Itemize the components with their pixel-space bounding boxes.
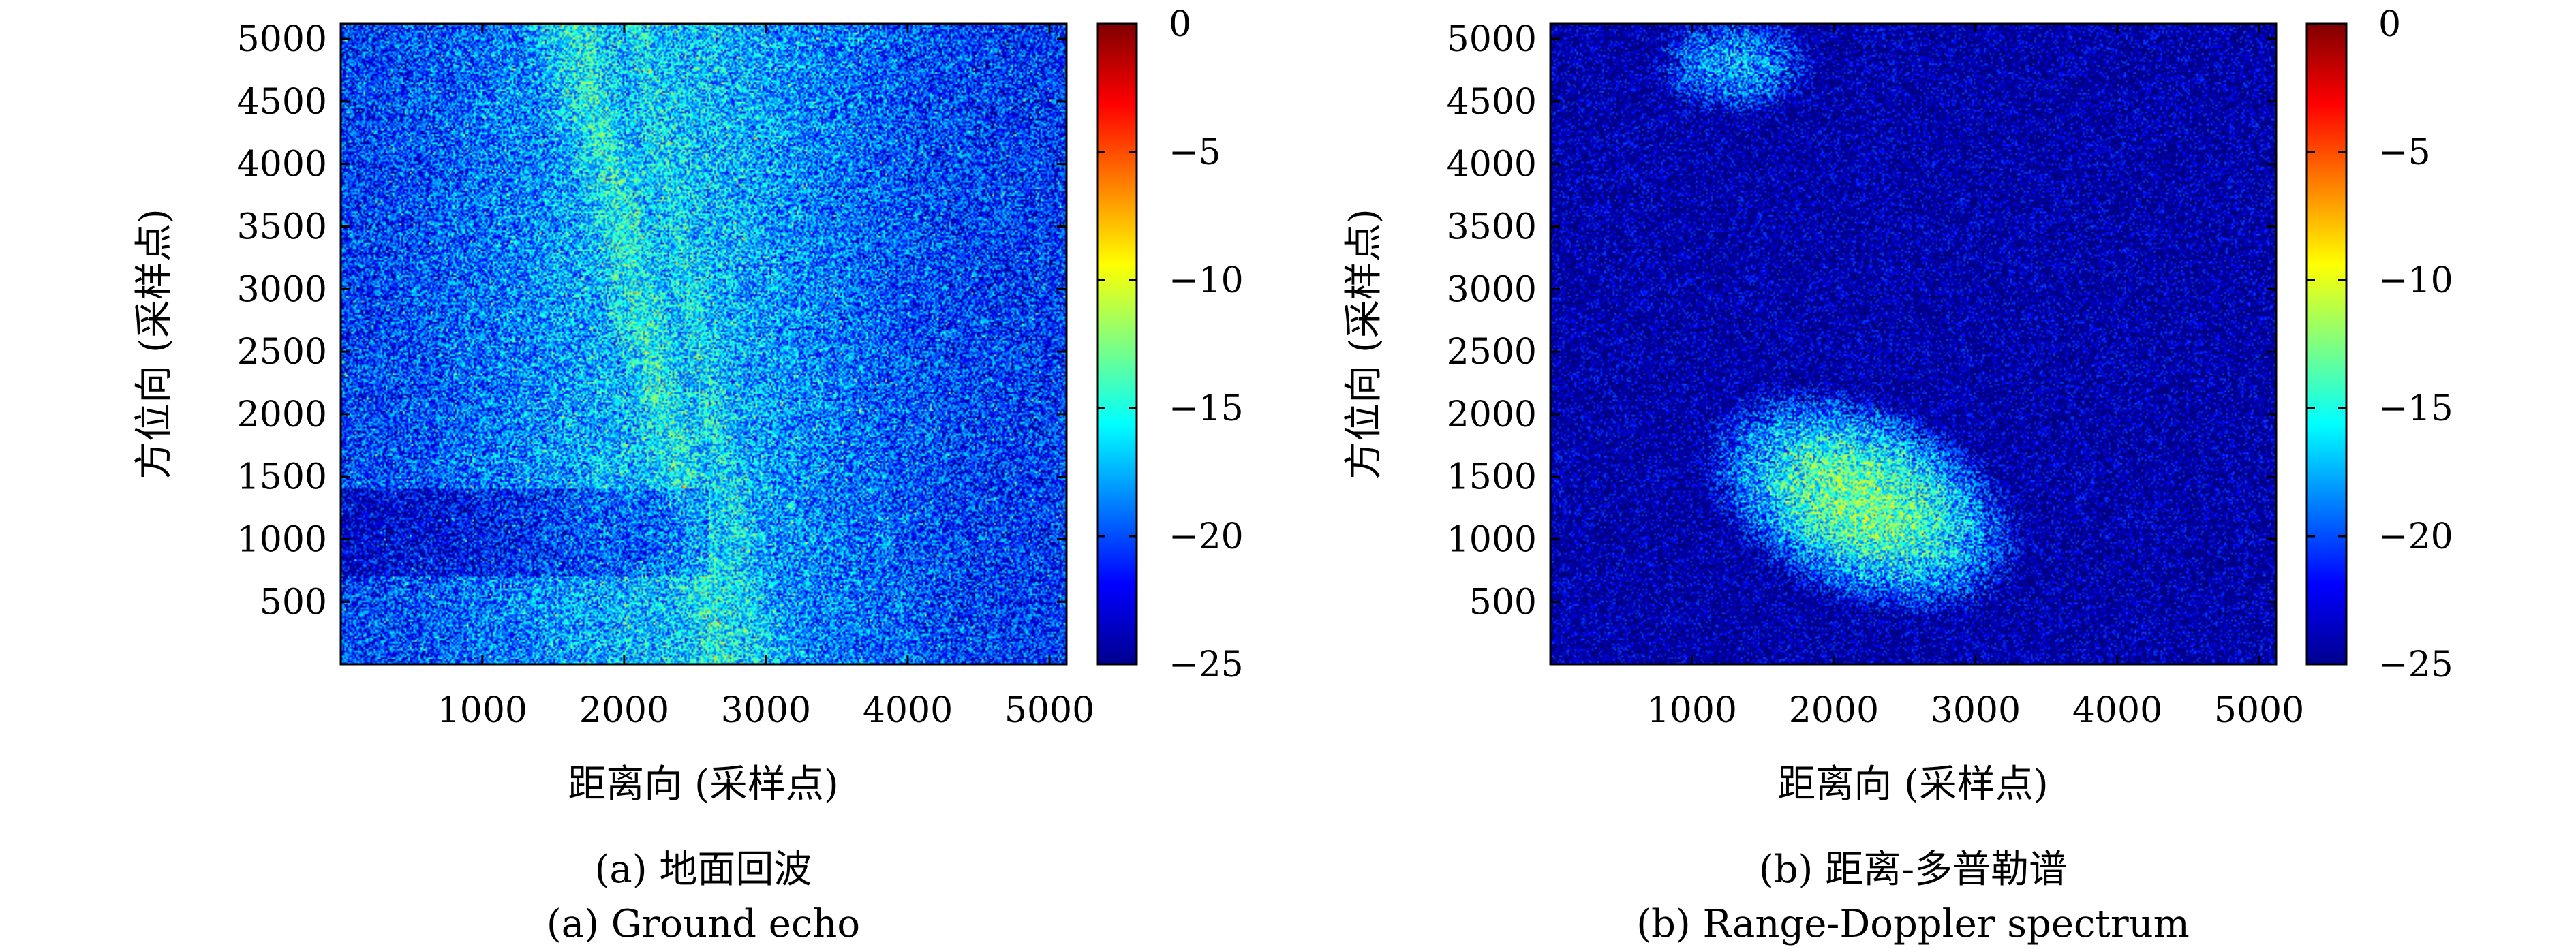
x-axis-label-a: 距离向 (采样点) [568, 762, 839, 807]
x-tick-label-b: 4000 [2072, 690, 2162, 731]
y-tick-label-a: 1500 [237, 457, 327, 498]
y-tick-label-a: 4000 [237, 144, 327, 185]
y-tick-label-a: 2500 [237, 332, 327, 373]
colorbar-a: 0 −5 −10 −15 −20 −25 [1096, 4, 1244, 685]
y-tick-label-a: 3000 [237, 269, 327, 310]
x-tick-label-a: 1000 [438, 690, 527, 731]
y-tick-label-b: 3500 [1447, 206, 1537, 247]
colorbar-tick-label-a: −20 [1169, 516, 1244, 557]
colorbar-tick-label-b: −5 [2378, 132, 2431, 173]
heatmap-b: 1000 2000 3000 4000 5000 500 1000 1500 2000 2500… [1447, 19, 2305, 731]
colorbar-ticks-a: 0 −5 −10 −15 −20 −25 [1097, 4, 1244, 685]
heatmap-image-a [341, 24, 1067, 664]
y-tick-label-b: 500 [1469, 582, 1537, 623]
x-tick-label-b: 1000 [1647, 690, 1737, 731]
colorbar-ticks-b: 0 −5 −10 −15 −20 −25 [2307, 4, 2453, 685]
y-ticks-a: 500 1000 1500 2000 2500 3000 3500 4000 4500 5000 [237, 19, 1067, 623]
colorbar-tick-label-a: 0 [1169, 4, 1191, 45]
heatmap-a: 1000 2000 3000 4000 5000 500 1000 1500 2000 2500… [237, 19, 1095, 731]
colorbar-tick-label-a: −25 [1169, 644, 1244, 685]
x-tick-label-a: 2000 [579, 690, 669, 731]
caption-cn-a: (a) 地面回波 [595, 847, 812, 892]
colorbar-tick-label-b: −25 [2378, 644, 2453, 685]
x-ticks-a: 1000 2000 3000 4000 5000 [438, 24, 1094, 731]
y-tick-label-a: 5000 [237, 19, 327, 60]
y-tick-label-a: 3500 [237, 206, 327, 247]
colorbar-tick-label-b: 0 [2378, 4, 2401, 45]
colorbar-gradient-b [2305, 22, 2348, 666]
y-tick-label-b: 1000 [1447, 520, 1537, 561]
colorbar-b: 0 −5 −10 −15 −20 −25 [2305, 4, 2453, 685]
colorbar-tick-label-a: −15 [1169, 388, 1244, 429]
colorbar-tick-label-b: −10 [2378, 260, 2453, 301]
panel-b: 1000 2000 3000 4000 5000 500 1000 1500 2000 2500… [1342, 4, 2453, 946]
x-tick-label-a: 3000 [721, 690, 811, 731]
caption-en-b: (b) Range-Doppler spectrum [1636, 902, 2190, 946]
x-tick-label-b: 3000 [1931, 690, 2021, 731]
panel-a: 1000 2000 3000 4000 5000 500 1000 1500 2000 2500… [132, 4, 1244, 946]
y-tick-label-b: 4500 [1447, 82, 1537, 123]
x-tick-label-a: 4000 [863, 690, 953, 731]
y-axis-label-b: 方位向 (采样点) [1342, 208, 1386, 480]
y-tick-label-a: 1000 [237, 520, 327, 561]
caption-cn-b: (b) 距离-多普勒谱 [1759, 847, 2067, 892]
caption-en-a: (a) Ground echo [547, 902, 860, 946]
y-tick-label-b: 3000 [1447, 269, 1537, 310]
y-tick-label-a: 500 [260, 582, 327, 623]
plot-frame-b [1549, 22, 2278, 666]
y-tick-label-b: 5000 [1447, 19, 1537, 60]
y-tick-label-a: 4500 [237, 82, 327, 123]
y-tick-label-b: 4000 [1447, 144, 1537, 185]
x-tick-label-a: 5000 [1005, 690, 1094, 731]
colorbar-tick-label-b: −20 [2378, 516, 2453, 557]
y-tick-label-b: 1500 [1447, 457, 1537, 498]
heatmap-image-b [1550, 24, 2276, 664]
y-tick-label-a: 2000 [237, 394, 327, 435]
y-tick-label-b: 2500 [1447, 332, 1537, 373]
x-axis-label-b: 距离向 (采样点) [1777, 762, 2049, 807]
colorbar-tick-label-a: −10 [1169, 260, 1244, 301]
colorbar-tick-label-b: −15 [2378, 388, 2453, 429]
plot-frame-a [339, 22, 1068, 666]
y-ticks-b: 500 1000 1500 2000 2500 3000 3500 4000 4500 5000 [1447, 19, 2276, 623]
y-tick-label-b: 2000 [1447, 394, 1537, 435]
colorbar-tick-label-a: −5 [1169, 132, 1221, 173]
y-axis-label-a: 方位向 (采样点) [132, 208, 177, 480]
x-tick-label-b: 5000 [2214, 690, 2304, 731]
x-tick-label-b: 2000 [1789, 690, 1879, 731]
x-ticks-b: 1000 2000 3000 4000 5000 [1647, 24, 2304, 731]
colorbar-gradient-a [1096, 22, 1138, 666]
